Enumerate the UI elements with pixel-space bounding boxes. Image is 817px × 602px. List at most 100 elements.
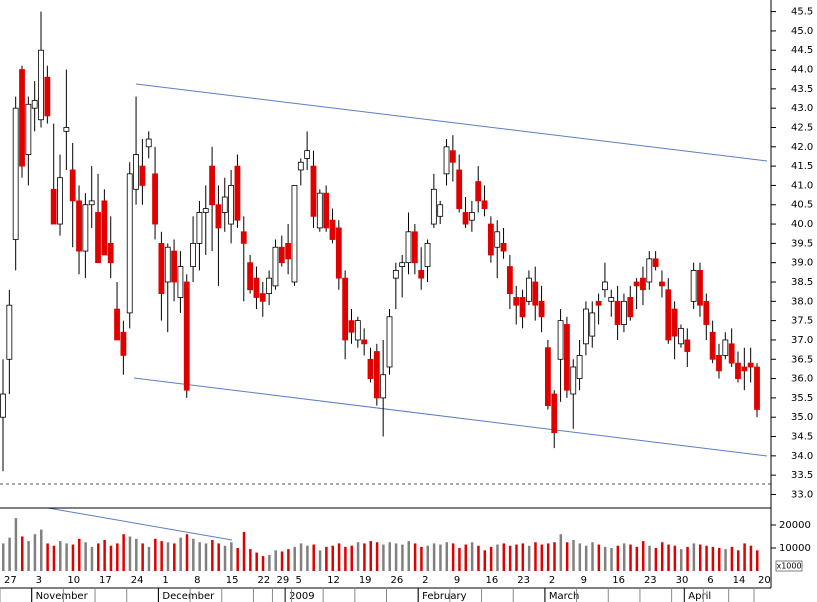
candle-body bbox=[133, 154, 139, 190]
month-label: March bbox=[549, 591, 579, 602]
candle-body bbox=[703, 300, 710, 325]
y-tick-label: 45.0 bbox=[791, 26, 813, 37]
volume-bar bbox=[8, 537, 11, 571]
candle-body bbox=[221, 196, 228, 213]
candle-body bbox=[487, 223, 494, 256]
y-tick-label: 45.5 bbox=[791, 7, 813, 18]
volume-bar bbox=[426, 545, 430, 571]
volume-bar bbox=[515, 544, 518, 571]
candle-body bbox=[380, 374, 387, 399]
y-tick-label: 35.0 bbox=[791, 412, 813, 423]
volume-bar bbox=[736, 550, 740, 571]
candle-body bbox=[525, 277, 532, 302]
candle-body bbox=[640, 277, 646, 291]
volume-bar bbox=[546, 543, 550, 571]
candle-body bbox=[519, 297, 526, 318]
candle-body bbox=[671, 308, 678, 337]
candle-body bbox=[602, 281, 608, 291]
candle-body bbox=[621, 300, 627, 325]
candle-body bbox=[754, 366, 760, 410]
y-tick-label: 43.0 bbox=[791, 103, 813, 114]
volume-bar bbox=[128, 536, 132, 571]
candle-body bbox=[247, 262, 254, 291]
y-tick-label: 35.5 bbox=[791, 393, 813, 404]
candle-body bbox=[545, 347, 551, 407]
volume-bar bbox=[135, 538, 138, 571]
y-tick-label: 39.5 bbox=[791, 238, 813, 249]
candle-body bbox=[272, 246, 279, 287]
volume-bar bbox=[141, 543, 144, 571]
candle-body bbox=[576, 355, 583, 379]
candle-body bbox=[158, 242, 165, 294]
x-tick-label: 23 bbox=[644, 575, 657, 586]
candle-body bbox=[690, 270, 697, 302]
volume-bar bbox=[293, 546, 296, 571]
y-tick-label: 33.5 bbox=[791, 470, 813, 481]
candle-body bbox=[348, 320, 355, 333]
volume-bar bbox=[71, 544, 75, 571]
volume-bar bbox=[84, 542, 87, 571]
candle-body bbox=[513, 297, 520, 306]
candle-body bbox=[259, 293, 266, 302]
volume-bar bbox=[673, 545, 677, 571]
volume-bar bbox=[274, 550, 277, 571]
candle-body bbox=[145, 138, 152, 148]
volume-bar bbox=[363, 543, 366, 571]
volume-bar bbox=[116, 543, 119, 571]
volume-bar bbox=[432, 543, 436, 571]
volume-bar bbox=[325, 546, 328, 571]
x-tick-label: 30 bbox=[676, 575, 689, 586]
candle-body bbox=[323, 192, 330, 229]
candle-body bbox=[25, 103, 32, 155]
y-tick-label: 39.0 bbox=[791, 258, 813, 269]
volume-bar bbox=[553, 542, 556, 571]
x-tick-label: 10 bbox=[67, 575, 80, 586]
candle-body bbox=[583, 308, 589, 345]
volume-bar bbox=[394, 543, 398, 571]
candle-body bbox=[266, 277, 273, 294]
candle-body bbox=[228, 185, 235, 225]
candle-body bbox=[430, 188, 437, 225]
candle-body bbox=[627, 297, 634, 318]
volume-bar bbox=[59, 541, 62, 571]
volume-bar bbox=[27, 541, 30, 571]
x-tick-label: 29 bbox=[276, 575, 289, 586]
candle-body bbox=[424, 242, 431, 267]
volume-bar bbox=[711, 546, 715, 571]
volume-bar bbox=[46, 543, 49, 571]
candle-body bbox=[234, 165, 241, 221]
candle-body bbox=[665, 289, 672, 341]
month-label: November bbox=[36, 591, 89, 602]
candle-body bbox=[120, 331, 127, 356]
volume-bar bbox=[375, 542, 379, 571]
candle-body bbox=[722, 339, 729, 356]
volume-bar bbox=[198, 542, 201, 571]
candle-body bbox=[63, 127, 70, 132]
candle-body bbox=[335, 227, 342, 279]
volume-bar bbox=[629, 544, 632, 571]
candle-body bbox=[437, 204, 444, 217]
volume-bar bbox=[756, 550, 759, 571]
volume-bar bbox=[616, 545, 620, 571]
volume-bar bbox=[648, 545, 651, 571]
candle-body bbox=[538, 300, 545, 318]
candle-body bbox=[709, 331, 716, 360]
volume-bar bbox=[591, 542, 594, 571]
volume-bar bbox=[52, 545, 56, 571]
volume-bar bbox=[477, 545, 480, 571]
volume-bar bbox=[445, 542, 449, 571]
volume-bar bbox=[2, 543, 5, 571]
candle-body bbox=[405, 231, 412, 264]
volume-bar bbox=[401, 544, 404, 571]
volume-bar bbox=[622, 543, 626, 571]
volume-bar bbox=[280, 551, 284, 571]
y-tick-label: 44.5 bbox=[791, 45, 813, 56]
volume-bar bbox=[508, 545, 512, 571]
candle-body bbox=[633, 281, 640, 287]
volume-bar bbox=[306, 545, 309, 571]
volume-bar bbox=[33, 534, 37, 571]
candle-body bbox=[684, 339, 691, 352]
candle-body bbox=[329, 219, 336, 240]
volume-bar bbox=[14, 518, 18, 571]
candle-body bbox=[595, 300, 602, 306]
